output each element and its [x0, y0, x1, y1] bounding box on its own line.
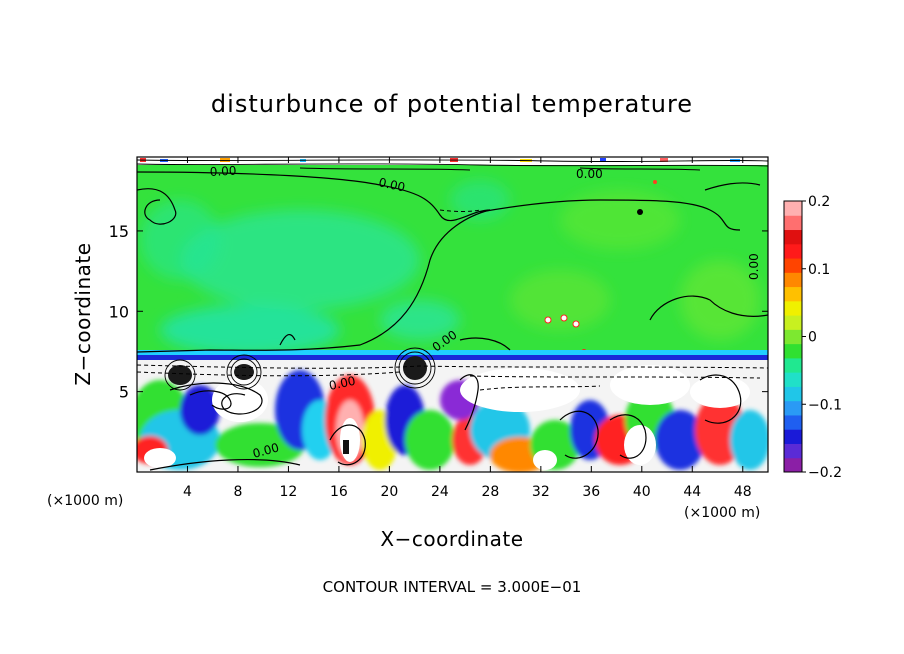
y-tick-label: 15: [109, 222, 129, 241]
y-axis-label: Z−coordinate: [71, 242, 95, 385]
colorbar-tick-label: 0.2: [808, 194, 830, 210]
colorbar-swatch: [784, 457, 802, 473]
colorbar-swatch: [784, 414, 802, 430]
dashed-contour-lines: [137, 209, 768, 391]
contour-label: 0.00: [209, 164, 236, 179]
colorbar-swatch: [784, 386, 802, 402]
colorbar-swatch: [784, 443, 802, 459]
colorbar-swatch: [784, 357, 802, 373]
contour-lines: [137, 171, 768, 471]
colorbar-swatch: [784, 329, 802, 345]
x-tick-label: 40: [633, 484, 651, 500]
colorbar-tick-label: −0.1: [808, 397, 842, 413]
colorbar-tick-label: −0.2: [808, 465, 842, 481]
inversion-band-cyan: [137, 350, 768, 356]
colorbar-tick-label: 0: [808, 330, 817, 346]
contour-label: 0.00: [328, 374, 357, 393]
vortex-contour-rings: [164, 347, 436, 391]
x-tick-label: 44: [683, 484, 701, 500]
chart-title: disturbunce of potential temperature: [211, 90, 693, 118]
x-tick-label: 36: [582, 484, 600, 500]
colorbar: 0.2 0.1 0 −0.1 −0.2: [783, 194, 842, 481]
colorbar-tick-label: 0.1: [808, 262, 830, 278]
colorbar-swatch: [784, 286, 802, 302]
colorbar-swatch: [784, 343, 802, 359]
x-tick-label: 48: [734, 484, 752, 500]
colorbar-swatch: [784, 229, 802, 245]
colorbar-swatch: [784, 372, 802, 387]
colorbar-swatch: [784, 272, 802, 288]
x-tick-label: 24: [431, 484, 449, 500]
colorbar-swatch: [784, 400, 802, 416]
contour-interval-note: CONTOUR INTERVAL = 3.000E−01: [323, 578, 582, 596]
heatmap-field: 0.00 0.00 0.00 0.00 0.00 0.00 0.00: [137, 157, 768, 472]
x-tick-label: 32: [532, 484, 550, 500]
contour-label: 0.00: [251, 440, 280, 460]
contour-label: 0.00: [377, 175, 406, 194]
x-tick-label: 28: [481, 484, 499, 500]
colorbar-swatch: [784, 215, 802, 231]
colorbar-swatch: [784, 429, 802, 444]
y-tick-label: 10: [109, 302, 129, 321]
x-tick-label: 8: [233, 484, 242, 500]
contour-label: 0.00: [576, 167, 603, 181]
colorbar-swatch: [784, 258, 802, 273]
x-tick-label: 4: [183, 484, 192, 500]
colorbar-swatch: [784, 300, 802, 316]
x-axis-label: X−coordinate: [380, 527, 523, 551]
upper-layer-variations: [140, 180, 760, 355]
y-axis-ticks: 5 10 15: [109, 222, 768, 402]
inversion-band-blue: [137, 355, 768, 360]
x-tick-label: 16: [330, 484, 348, 500]
y-tick-label: 5: [119, 383, 129, 402]
x-axis-unit-left: (×1000 m): [47, 493, 123, 509]
x-axis-ticks: 4 8 12 16 20 24 28 32 36 40 44 48: [183, 157, 752, 500]
x-tick-label: 20: [380, 484, 398, 500]
colorbar-swatch: [784, 315, 802, 330]
colorbar-swatch: [784, 243, 802, 259]
top-boundary-contours: [137, 159, 768, 171]
x-axis-unit-right: (×1000 m): [684, 505, 760, 521]
x-tick-label: 12: [280, 484, 298, 500]
plot-frame: [136, 156, 769, 473]
colorbar-swatch: [784, 201, 802, 216]
plot-area: 0.00 0.00 0.00 0.00 0.00 0.00 0.00 4 8 12 1…: [109, 156, 769, 500]
contour-label: 0.00: [747, 253, 761, 280]
vortex-blobs: [168, 356, 427, 454]
